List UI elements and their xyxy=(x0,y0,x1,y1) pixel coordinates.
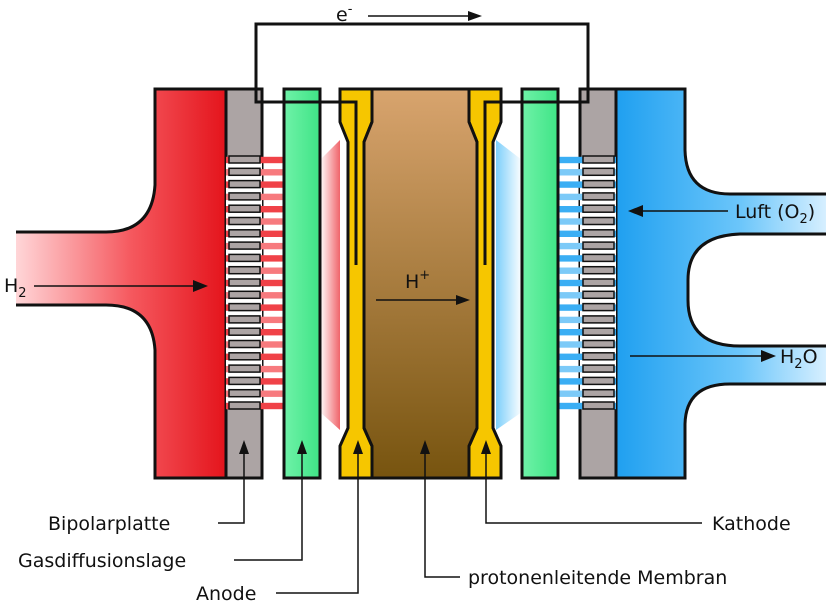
bipolar-rib xyxy=(228,241,261,250)
bipolar-rib xyxy=(582,339,615,349)
bipolar-rib xyxy=(228,376,261,386)
gas-diffusion-label: Gasdiffusionslage xyxy=(18,550,186,572)
proton-flow: H+ xyxy=(376,268,470,305)
bipolar-rib xyxy=(228,155,261,164)
bipolar-rib xyxy=(228,216,261,226)
bipolar-rib xyxy=(582,302,615,312)
leader-lines xyxy=(218,452,702,594)
bipolar-rib xyxy=(228,401,261,410)
electron-flow: e- xyxy=(336,2,482,26)
gas-diffusion-layer-right xyxy=(520,87,560,480)
bipolar-rib xyxy=(582,155,615,164)
bipolar-rib xyxy=(228,352,261,361)
bipolar-rib xyxy=(582,290,615,300)
air-flow-fan xyxy=(496,140,522,430)
bipolar-rib xyxy=(582,278,615,287)
bipolar-rib xyxy=(228,167,261,177)
water-outlet: H2O xyxy=(630,346,818,372)
bipolar-rib xyxy=(228,204,261,213)
gas-diffusion-layer-left xyxy=(282,87,322,480)
bipolar-plate-label: Bipolarplatte xyxy=(48,513,170,535)
hydrogen-chamber xyxy=(16,87,226,480)
bipolar-rib xyxy=(228,179,261,189)
leader-arrowheads xyxy=(239,440,491,454)
external-circuit-wire xyxy=(254,22,590,265)
bipolar-rib xyxy=(582,327,615,336)
bipolar-rib xyxy=(228,265,261,275)
bipolar-rib xyxy=(582,167,615,177)
proton-label: H+ xyxy=(405,268,430,293)
bipolar-rib xyxy=(582,253,615,263)
bipolar-rib xyxy=(228,253,261,263)
bipolar-rib xyxy=(228,302,261,312)
hydrogen-inlet: H2 xyxy=(4,275,208,301)
bipolar-rib xyxy=(582,388,615,398)
bipolar-rib xyxy=(582,229,615,238)
bipolar-rib xyxy=(582,401,615,410)
bipolar-rib xyxy=(582,204,615,213)
bipolar-rib xyxy=(582,376,615,386)
bipolar-rib xyxy=(582,352,615,361)
membrane-label: protonenleitende Membran xyxy=(468,567,727,589)
bipolar-rib xyxy=(228,327,261,336)
bipolar-rib xyxy=(228,229,261,238)
bipolar-rib xyxy=(582,315,615,324)
bipolar-channels-right xyxy=(558,155,616,410)
hydrogen-flow-fan xyxy=(320,140,340,430)
bipolar-rib xyxy=(582,216,615,226)
bipolar-rib xyxy=(582,179,615,189)
bipolar-rib xyxy=(228,388,261,398)
bipolar-rib xyxy=(228,192,261,201)
cathode-label: Kathode xyxy=(712,513,791,535)
hydrogen-label: H2 xyxy=(4,275,27,301)
bipolar-rib xyxy=(228,315,261,324)
air-chamber xyxy=(614,87,826,480)
electron-label: e- xyxy=(336,2,353,26)
bipolar-channels-left xyxy=(226,155,284,410)
bipolar-rib xyxy=(228,364,261,373)
bipolar-rib xyxy=(228,339,261,349)
bipolar-rib xyxy=(228,278,261,287)
bipolar-rib xyxy=(582,364,615,373)
air-inlet: Luft (O2) xyxy=(628,201,815,227)
water-label: H2O xyxy=(780,346,818,372)
proton-membrane xyxy=(362,87,479,480)
bipolar-rib xyxy=(582,265,615,275)
anode-label: Anode xyxy=(196,583,256,603)
bipolar-rib xyxy=(582,192,615,201)
air-label: Luft (O2) xyxy=(735,201,815,227)
bipolar-rib xyxy=(582,241,615,250)
bipolar-rib xyxy=(228,290,261,300)
